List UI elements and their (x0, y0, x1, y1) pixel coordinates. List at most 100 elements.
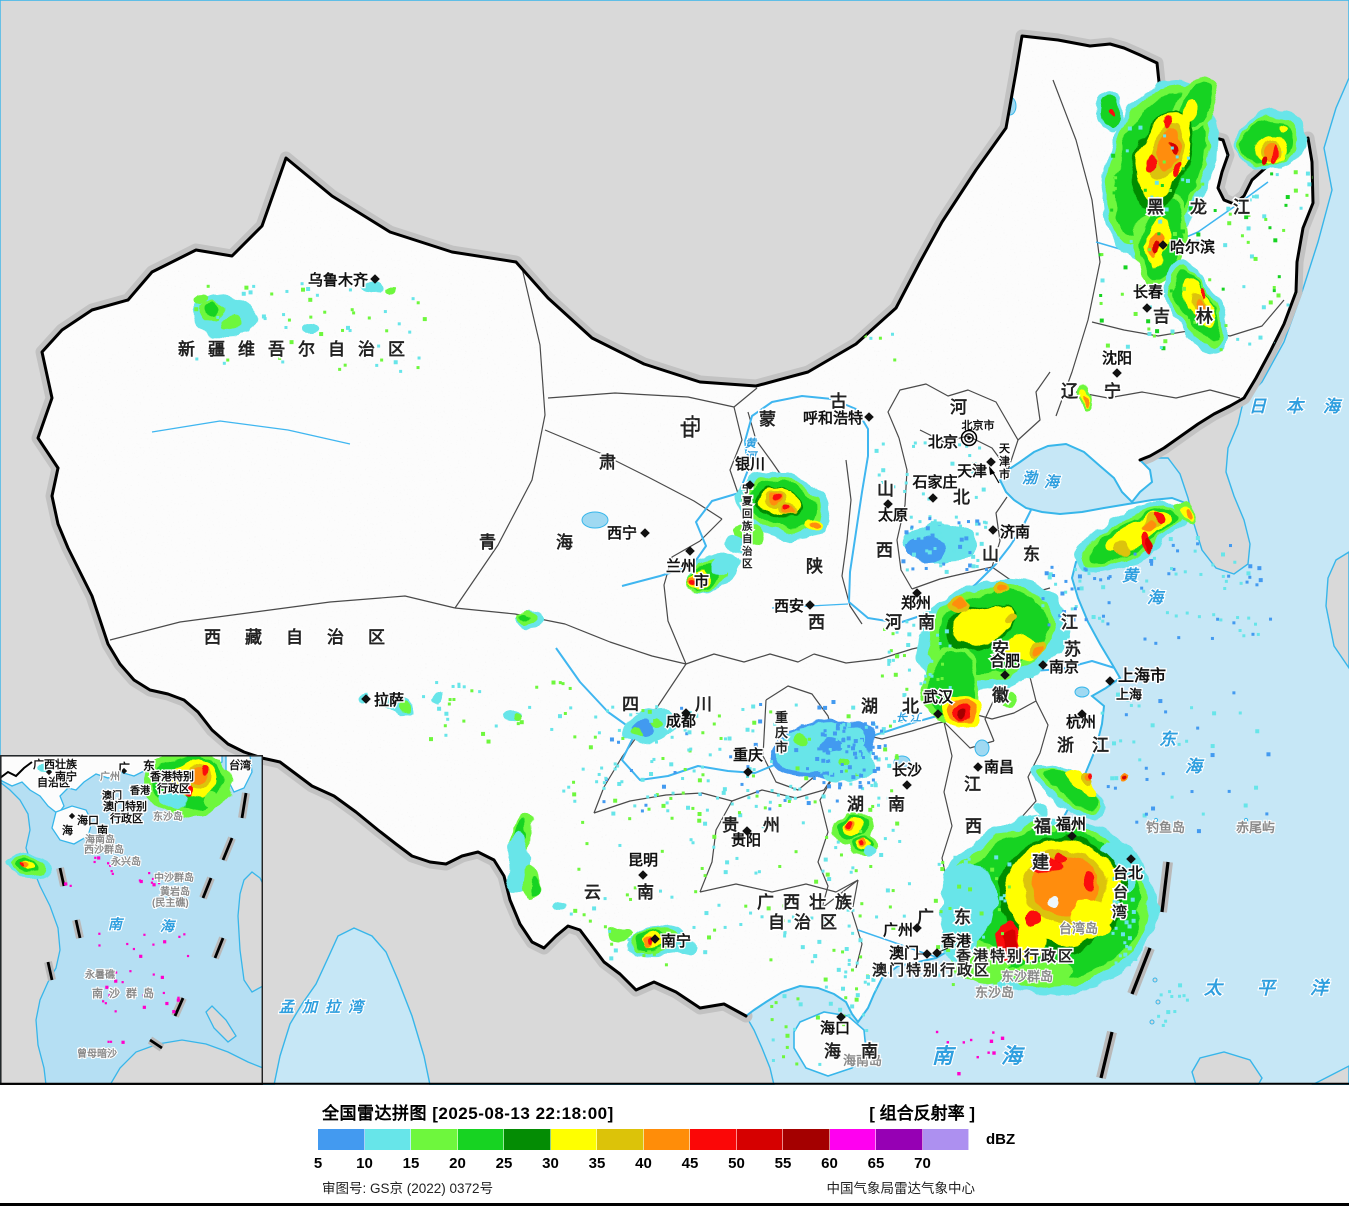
colorbar-tick: 35 (588, 1155, 606, 1172)
province-label: 自治区 (768, 912, 846, 932)
inset-label: 曾母暗沙 (77, 1047, 117, 1060)
colorbar-swatch-50 (736, 1129, 783, 1150)
radar-speckles-sea (770, 536, 1273, 1066)
province-label: 辽宁 (1061, 381, 1147, 401)
inset-label: 南 (97, 823, 108, 837)
province-label: 蒙 (759, 409, 776, 429)
inset-label: 中沙群岛 (154, 871, 194, 884)
inset-label: 澳门特别 (103, 799, 147, 813)
map-label: 郑州 (901, 594, 931, 612)
boundary-dashes (1096, 861, 1173, 1080)
inset-label: 南 (108, 916, 125, 932)
colorbar-tick: 40 (635, 1155, 652, 1172)
map-label: 贵阳 (731, 831, 761, 849)
map-label: 南宁 (661, 932, 691, 950)
colorbar-swatch-45 (690, 1129, 737, 1150)
map-label: 杭州 (1066, 713, 1096, 731)
colorbar (318, 1129, 969, 1150)
map-label: 东沙岛 (975, 985, 1014, 1000)
colorbar-swatch-25 (504, 1129, 551, 1150)
province-label: 湾 (1112, 903, 1127, 921)
map-label: 银川 (735, 455, 765, 473)
map-label: 上海 (1116, 687, 1142, 702)
sea-label: 黄 (1122, 567, 1140, 585)
province-label: 肃 (599, 453, 616, 472)
province-label: 徽 (991, 685, 1010, 705)
sea-label: 海 (1147, 589, 1166, 607)
inset-label: 海口 (77, 813, 99, 827)
inset-label: 东沙岛 (153, 810, 183, 823)
province-label: 西 (876, 541, 893, 560)
sea-label: 渤 (1022, 470, 1039, 487)
province-label: 新疆维吾尔自治区 (178, 339, 418, 359)
province-label: 四川 (622, 695, 768, 714)
colorbar-tick: 50 (728, 1155, 745, 1172)
colorbar-tick: 20 (449, 1155, 466, 1172)
radar-echo-layer (191, 75, 1308, 996)
map-label: 武汉 (923, 688, 954, 706)
province-label: 广东 (917, 907, 991, 927)
map-label: 昆明 (628, 852, 658, 869)
inset-label: 广西壮族 (33, 757, 78, 771)
province-label: 台 (1113, 883, 1128, 901)
inset-label: 南沙群岛 (92, 986, 160, 1000)
inset-label: 香港特别 (149, 769, 194, 783)
colorbar-tick: 10 (356, 1155, 373, 1172)
province-label: 苏 (1064, 639, 1081, 659)
map-label: 兰州 (666, 557, 696, 575)
map-label: 西安 (774, 597, 804, 615)
colorbar-ticks: 5 10 15 20 25 30 35 40 45 50 55 60 65 70 (0, 1155, 1349, 1173)
map-label: 南京 (1049, 658, 1079, 676)
capital-marker-beijing (960, 429, 978, 447)
map-label: 呼和浩特 (803, 409, 863, 427)
province-label: 海南 (824, 1041, 898, 1061)
inset-label: 行政区 (156, 781, 190, 795)
map-label: 成都 (666, 712, 696, 730)
map-label: 西宁 (607, 524, 637, 542)
map-label: 钓鱼岛 (1146, 820, 1185, 835)
colorbar-swatch-40 (643, 1129, 690, 1150)
colorbar-swatch-20 (457, 1129, 504, 1150)
map-label: 石家庄 (911, 473, 957, 491)
colorbar-swatch-5 (318, 1129, 365, 1150)
province-label: 陕 (806, 556, 823, 576)
map-title: 全国雷达拼图 [2025-08-13 22:18:00] (322, 1104, 614, 1123)
map-label: 广州 (883, 921, 913, 939)
map-label: 市 (694, 572, 709, 590)
inset-label: 西沙群岛 (84, 843, 124, 856)
inset-label: 南宁 (55, 769, 77, 783)
province-label: 山 (877, 480, 894, 499)
colorbar-tick: 55 (774, 1155, 792, 1172)
province-label: 重庆市 (774, 710, 788, 755)
island-dots-main (935, 1030, 1010, 1076)
unit-label: dBZ (986, 1131, 1016, 1148)
national-border-north (36, 34, 1315, 470)
map-label: 台北 (1113, 864, 1143, 882)
province-label: 福 (1033, 816, 1051, 836)
inset-label: 行政区 (109, 811, 143, 825)
colorbar-swatch-10 (364, 1129, 411, 1150)
province-label: 河 (950, 398, 967, 417)
inset-label: 海 (160, 918, 177, 934)
province-label: 湖南 (847, 794, 929, 814)
province-label: 吉林 (1153, 306, 1239, 326)
inset-label: 澳门 (102, 789, 122, 802)
credit-label: 中国气象局雷达气象中心 (826, 1181, 976, 1196)
inset-label: 海南岛 (85, 833, 115, 846)
map-label: 天津市 (999, 442, 1011, 481)
province-label: 广西壮族 (757, 892, 861, 912)
map-label: 合肥 (989, 652, 1020, 670)
sea-label: 孟加拉湾 (279, 998, 371, 1016)
map-label: 福州 (1055, 815, 1086, 833)
colorbar-swatch-60 (829, 1129, 876, 1150)
province-label: 河南 (885, 612, 951, 632)
province-label: 西 (965, 817, 982, 836)
province-label: 古 (830, 391, 847, 411)
inset-label: 广 (118, 760, 130, 775)
map-label: 海口 (820, 1019, 850, 1037)
national-border-south (50, 466, 748, 1018)
inset-label: 广州 (100, 770, 120, 783)
inset-label: 台湾 (229, 758, 251, 772)
product-label: [ 组合反射率 ] (869, 1104, 975, 1123)
province-label: 江 (1061, 613, 1078, 632)
